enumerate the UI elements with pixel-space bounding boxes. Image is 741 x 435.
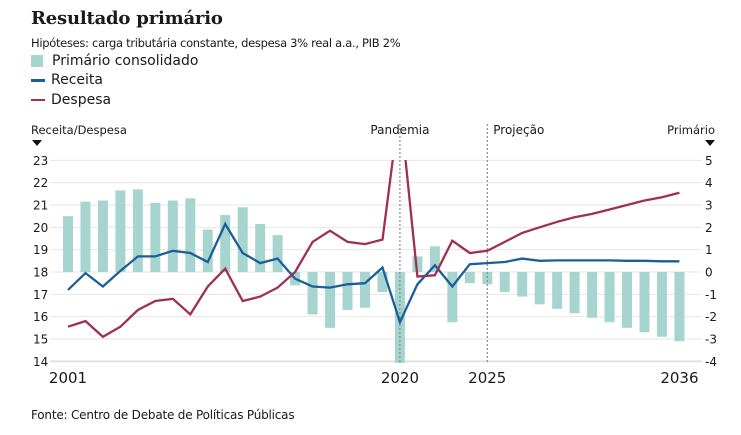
left-tick-label: 19 [33,243,48,257]
bar-2024 [464,272,475,284]
line-receita [67,221,680,326]
legend-item-primario: Primário consolidado [31,51,198,71]
bar-2022 [429,246,440,272]
annotations: Pandemia Projeção [370,123,544,363]
right-axis-arrow-icon [705,140,715,146]
right-tick-label: 2 [705,221,713,235]
chart-subtitle: Hipóteses: carga tributária constante, d… [31,36,401,50]
line-despesa [67,160,680,339]
left-tick-label: 22 [33,176,48,190]
bar-2011 [237,207,248,272]
bar-2028 [534,272,545,305]
x-tick-label-2036: 2036 [660,369,698,387]
bar-2018 [359,272,370,308]
bar-2029 [552,272,563,309]
legend-label-primario: Primário consolidado [52,52,199,69]
legend-label-despesa: Despesa [51,91,112,108]
lines [67,160,680,339]
bar-2006 [150,202,161,272]
source-note: Fonte: Centro de Debate de Políticas Púb… [31,408,295,422]
bar-2002 [80,201,91,272]
bar-2021 [412,256,423,272]
legend: Primário consolidado Receita Despesa [31,51,198,110]
bar-2034 [639,272,650,333]
bar-2016 [325,272,336,328]
bar-2012 [255,223,266,272]
left-tick-label: 21 [33,199,48,213]
bar-2023 [447,272,458,323]
left-tick-label: 20 [33,221,48,235]
right-tick-label: 1 [705,243,713,257]
left-tick-label: 15 [33,332,48,346]
left-tick-label: 23 [33,154,48,168]
bar-2015 [307,272,318,315]
axes: 14151617181920212223-4-3-2-1012345Receit… [31,123,717,387]
right-tick-label: -4 [705,355,717,369]
right-tick-label: 4 [705,176,713,190]
bar-2001 [63,216,73,272]
right-tick-label: -1 [705,288,717,302]
legend-swatch-receita [31,79,45,82]
left-tick-label: 16 [33,310,48,324]
legend-item-despesa: Despesa [31,90,198,110]
bar-2035 [656,272,667,337]
bar-2008 [185,198,196,272]
right-tick-label: 0 [705,266,713,280]
bar-2019 [377,272,388,293]
right-tick-label: 5 [705,154,713,168]
bar-2036 [674,272,685,342]
annotation-label-2025: Projeção [493,123,544,137]
annotation-label-2020: Pandemia [370,123,429,137]
chart-title: Resultado primário [31,8,223,29]
left-axis-title: Receita/Despesa [31,123,127,137]
bar-2003 [97,200,108,272]
legend-item-receita: Receita [31,71,198,91]
bar-2013 [272,235,283,272]
bar-2007 [167,200,178,272]
bar-2025 [482,272,493,285]
bar-2017 [342,272,353,310]
legend-swatch-primario [31,54,43,67]
left-tick-label: 17 [33,288,48,302]
bar-2031 [587,272,598,318]
x-tick-label-2020: 2020 [381,369,419,387]
right-axis-title: Primário [667,123,715,137]
right-tick-label: -2 [705,310,717,324]
bar-2009 [202,229,213,272]
bar-2026 [499,272,510,293]
bar-2010 [220,215,231,272]
legend-swatch-despesa [31,98,45,101]
right-tick-label: 3 [705,199,713,213]
bar-2033 [622,272,633,328]
bar-2027 [517,272,528,297]
left-tick-label: 14 [33,355,48,369]
bar-2005 [132,189,143,272]
bar-2004 [115,190,126,272]
left-tick-label: 18 [33,266,48,280]
bar-2030 [569,272,580,314]
bars-primario [63,189,685,363]
x-tick-label-2025: 2025 [468,369,506,387]
bar-2032 [604,272,615,323]
legend-label-receita: Receita [51,72,103,89]
left-axis-arrow-icon [32,140,42,146]
right-tick-label: -3 [705,332,717,346]
x-tick-label-2001: 2001 [49,369,87,387]
